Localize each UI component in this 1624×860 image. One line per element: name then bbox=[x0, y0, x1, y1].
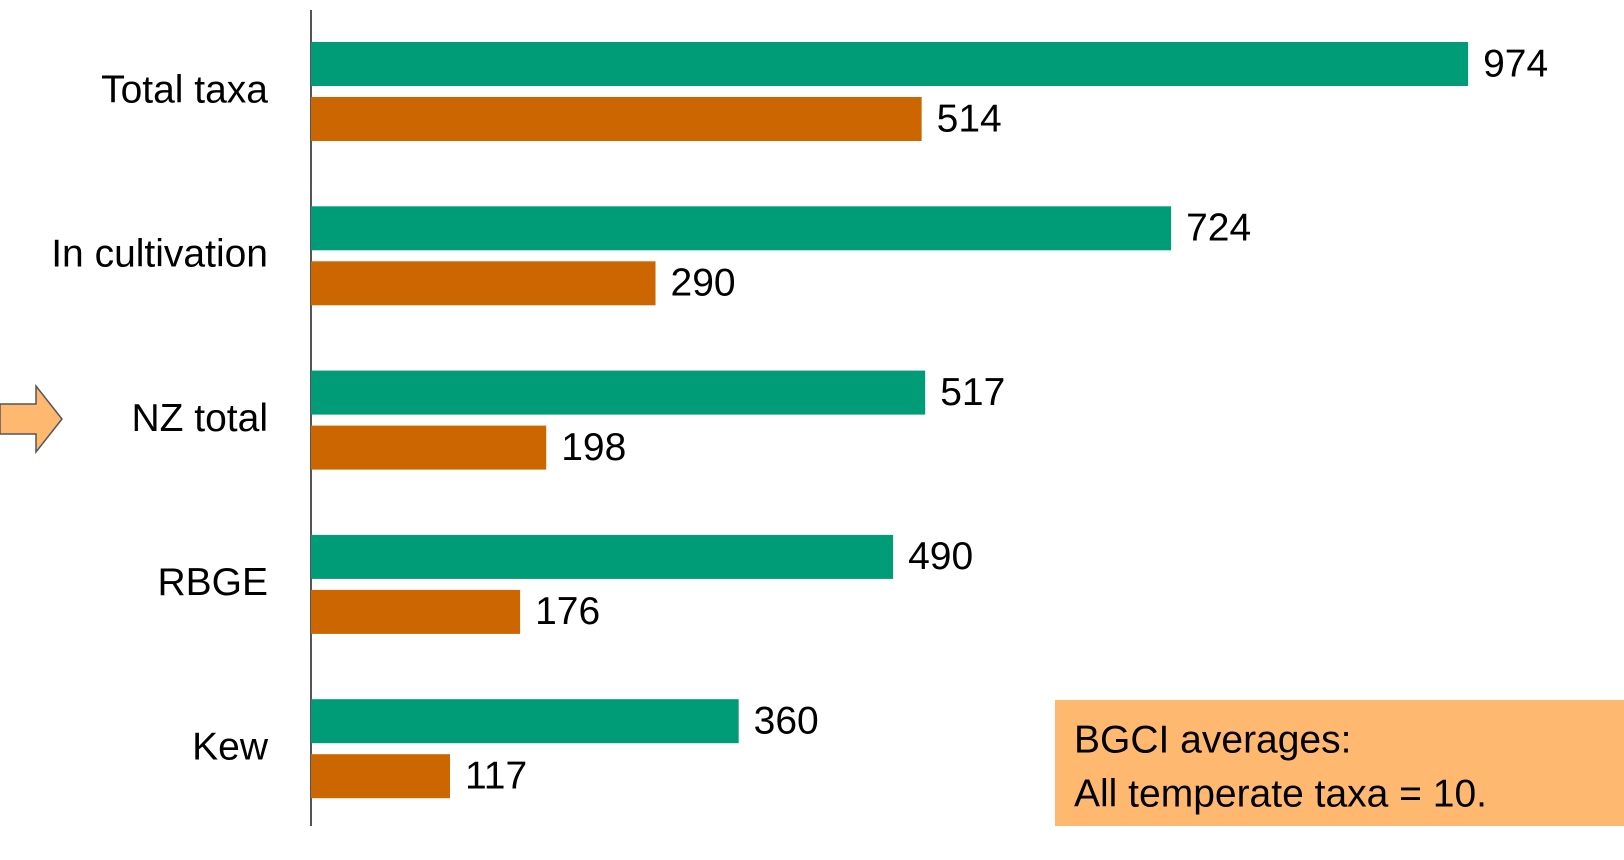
bar bbox=[311, 754, 450, 799]
y-tick-label: In cultivation bbox=[51, 233, 268, 276]
data-label: 360 bbox=[754, 699, 819, 742]
y-tick-label: Kew bbox=[192, 725, 269, 768]
data-label: 514 bbox=[937, 97, 1002, 140]
data-label: 117 bbox=[465, 754, 527, 797]
bar bbox=[311, 97, 922, 141]
bar bbox=[311, 42, 1469, 86]
data-label: 176 bbox=[535, 590, 600, 633]
bar bbox=[311, 370, 926, 415]
bar bbox=[311, 534, 894, 579]
arrow bbox=[0, 383, 63, 455]
data-label: 290 bbox=[671, 262, 736, 305]
bar bbox=[311, 206, 1172, 251]
bar bbox=[311, 589, 521, 634]
data-label: 724 bbox=[1186, 207, 1251, 250]
y-tick-label: RBGE bbox=[157, 561, 268, 604]
bar bbox=[311, 261, 656, 306]
data-label: 974 bbox=[1483, 42, 1548, 85]
annotation-line: All temperate taxa = 10. bbox=[1074, 772, 1487, 815]
annotation-box bbox=[1055, 700, 1624, 826]
data-label: 490 bbox=[908, 535, 973, 578]
data-label: 517 bbox=[940, 371, 1005, 414]
y-tick-label: Total taxa bbox=[101, 68, 268, 111]
y-tick-label: NZ total bbox=[131, 397, 268, 440]
bar bbox=[311, 699, 739, 744]
bar bbox=[311, 425, 547, 470]
annotation-line: BGCI averages: bbox=[1074, 718, 1351, 761]
data-label: 198 bbox=[561, 426, 626, 469]
